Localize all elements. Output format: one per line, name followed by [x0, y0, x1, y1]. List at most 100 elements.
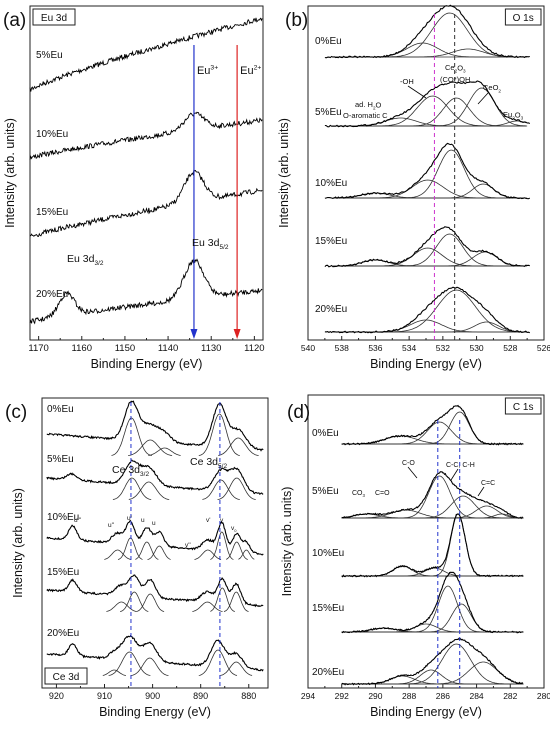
- fit-component: [341, 661, 523, 685]
- fit-component: [120, 591, 149, 612]
- fit-component: [341, 603, 523, 633]
- fit-component: [106, 601, 137, 612]
- x-tick-label: 530: [469, 343, 483, 353]
- fit-component: [128, 439, 173, 456]
- annotation-ce-3d-5-2: Ce 3d5/2: [190, 456, 227, 470]
- fit-component: [341, 513, 523, 519]
- y-axis-label: Intensity (arb. units): [3, 118, 17, 228]
- fit-component: [198, 649, 238, 676]
- fit-component: [147, 545, 171, 560]
- series-label: 15%Eu: [315, 236, 347, 247]
- fit-component: [341, 669, 523, 685]
- series-line-5%Eu: [29, 17, 263, 92]
- x-axis-label: Binding Energy (eV): [91, 357, 203, 371]
- x-tick-label: 880: [241, 691, 256, 701]
- x-tick-label: 532: [436, 343, 450, 353]
- annotation-ce-3d-3-2: Ce 3d3/2: [112, 464, 149, 478]
- fit-component: [218, 437, 259, 456]
- x-tick-label: 538: [335, 343, 349, 353]
- y-axis-label: Intensity (arb. units): [11, 488, 25, 598]
- fit-component: [210, 587, 235, 612]
- x-axis-label: Binding Energy (eV): [370, 705, 482, 719]
- series-line-10%Eu: [29, 111, 263, 161]
- fit-component: [108, 651, 151, 676]
- fit-component: [341, 513, 523, 577]
- annotation-c-c-c-h: C-C, C-H: [446, 462, 475, 469]
- series-envelope: [46, 574, 264, 608]
- series-envelope: [341, 571, 524, 634]
- x-tick-label: 1160: [72, 343, 92, 354]
- panel-label: C 1s: [513, 402, 534, 413]
- x-tick-label: 910: [97, 691, 112, 701]
- annotation-arrow: [450, 468, 459, 481]
- series-envelope: [46, 459, 264, 495]
- series-envelope: [341, 637, 524, 686]
- fit-component: [226, 541, 248, 560]
- annotation-arrow: [477, 486, 485, 497]
- fit-component: [135, 541, 159, 560]
- fit-component: [136, 593, 165, 612]
- fit-component: [333, 319, 527, 333]
- x-tick-label: 280: [537, 691, 550, 701]
- annotation-co3: CO3: [352, 490, 366, 498]
- annotation-eu-3d-3-2: Eu 3d3/2: [67, 253, 104, 267]
- x-tick-label: 528: [503, 343, 517, 353]
- series-envelope: [324, 4, 530, 59]
- fit-component: [194, 549, 222, 560]
- series-label: 5%Eu: [312, 486, 339, 497]
- marker-arrowhead: [190, 329, 198, 339]
- x-tick-label: 284: [469, 691, 483, 701]
- series-envelope: [341, 471, 524, 520]
- plot-frame: [307, 394, 545, 689]
- panel-letter: (c): [5, 402, 27, 423]
- fit-component: [333, 179, 527, 199]
- fit-component: [128, 481, 170, 500]
- fit-component: [104, 549, 132, 560]
- series-label: 20%Eu: [47, 628, 79, 639]
- annotation-ceo2: CeO2: [483, 83, 501, 93]
- fit-component: [198, 413, 240, 456]
- annotation-co-oh: (CO*)OH: [440, 75, 470, 84]
- panel-label-box: [504, 8, 542, 26]
- annotation-eu2o3: Eu2O3: [503, 110, 524, 121]
- series-label: 5%Eu: [36, 50, 63, 61]
- series-envelope: [46, 520, 264, 556]
- fit-component: [341, 567, 523, 577]
- fit-component: [217, 477, 256, 500]
- fit-component: [210, 531, 234, 560]
- annotation-eu-3d-5-2: Eu 3d5/2: [192, 237, 229, 251]
- series-label: 20%Eu: [36, 289, 68, 300]
- x-tick-label: 526: [537, 343, 550, 353]
- series-label: 10%Eu: [36, 129, 68, 140]
- series-envelope: [46, 400, 264, 452]
- series-label: 15%Eu: [47, 567, 79, 578]
- fit-component: [333, 289, 527, 333]
- annotation-arrow: [477, 92, 489, 105]
- x-tick-label: 290: [368, 691, 382, 701]
- fit-component: [333, 48, 527, 58]
- fit-component: [130, 657, 169, 676]
- panel-label-box: [504, 397, 542, 415]
- series-envelope: [341, 404, 524, 446]
- y-axis-label: Intensity (arb. units): [280, 487, 294, 597]
- x-tick-label: 890: [193, 691, 208, 701]
- series-envelope: [46, 635, 264, 672]
- x-tick-label: 534: [402, 343, 416, 353]
- y-axis-label: Intensity (arb. units): [277, 118, 291, 228]
- x-tick-label: 536: [368, 343, 382, 353]
- fit-component: [333, 12, 527, 58]
- marker-label-3+: Eu3+: [197, 65, 218, 77]
- series-label: 10%Eu: [47, 512, 79, 523]
- panel-label: O 1s: [513, 13, 534, 24]
- series-line-15%Eu: [29, 168, 263, 237]
- fit-component: [192, 601, 223, 612]
- x-axis-label: Binding Energy (eV): [370, 357, 482, 371]
- x-tick-label: 288: [402, 691, 416, 701]
- peak-label: v': [206, 517, 211, 524]
- series-envelope: [324, 142, 531, 200]
- fit-component: [102, 669, 127, 676]
- panel-letter: (b): [285, 10, 308, 31]
- series-envelope: [341, 513, 524, 578]
- annotation-arrow: [407, 85, 427, 99]
